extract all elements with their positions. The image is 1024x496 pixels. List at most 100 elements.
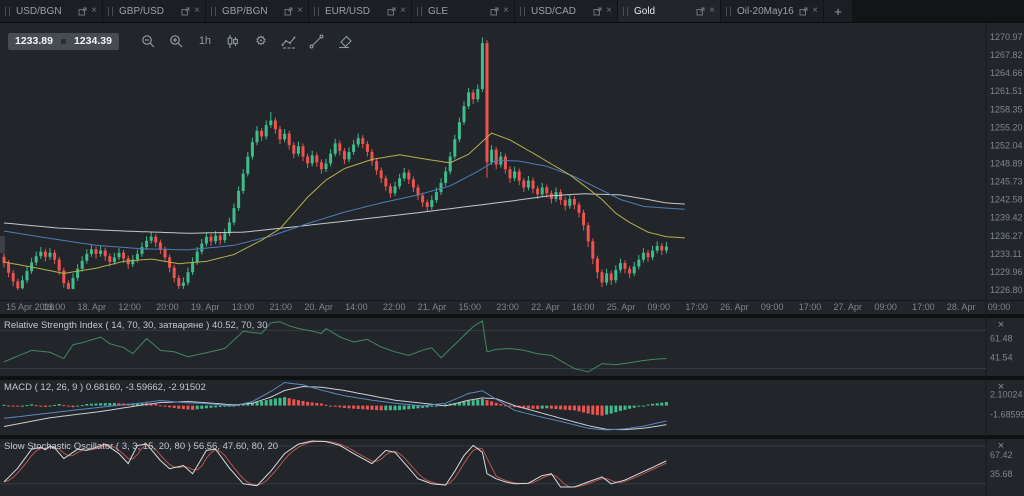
svg-text:26. Apr: 26. Apr bbox=[720, 302, 749, 312]
candlestick-series bbox=[2, 37, 668, 290]
stochastic-close-icon[interactable]: × bbox=[997, 440, 1005, 452]
tab-grip-icon bbox=[623, 6, 628, 16]
tab-usd-bgn[interactable]: USD/BGN × bbox=[0, 0, 103, 22]
close-tab-icon[interactable]: × bbox=[297, 5, 303, 16]
tab-grip-icon bbox=[5, 6, 10, 16]
svg-text:17:00: 17:00 bbox=[799, 302, 822, 312]
tab-grip-icon bbox=[520, 6, 525, 16]
panel-collapse-handle[interactable] bbox=[0, 236, 5, 253]
tab-gle[interactable]: GLE × bbox=[412, 0, 515, 22]
macd-close-icon[interactable]: × bbox=[997, 381, 1005, 393]
close-tab-icon[interactable]: × bbox=[91, 5, 97, 16]
svg-text:09:00: 09:00 bbox=[874, 302, 897, 312]
eraser-icon[interactable] bbox=[331, 31, 359, 51]
close-tab-icon[interactable]: × bbox=[709, 5, 715, 16]
popout-icon[interactable] bbox=[78, 7, 87, 16]
svg-text:1255.20: 1255.20 bbox=[990, 122, 1023, 132]
tab-grip-icon bbox=[314, 6, 319, 16]
chart-toolbar: 1233.89 1234.39 1h ⚙ bbox=[8, 31, 359, 51]
svg-text:22. Apr: 22. Apr bbox=[531, 302, 560, 312]
svg-text:20:00: 20:00 bbox=[156, 302, 179, 312]
svg-text:1270.97: 1270.97 bbox=[990, 32, 1023, 42]
zoom-in-icon[interactable] bbox=[163, 31, 191, 51]
tab-label: EUR/USD bbox=[325, 5, 371, 17]
close-tab-icon[interactable]: × bbox=[606, 5, 612, 16]
tab-bar: USD/BGN × GBP/USD × GBP/BGN × EUR/USD × GLE × USD/… bbox=[0, 0, 1024, 23]
timeframe-label: 1h bbox=[198, 35, 212, 47]
svg-text:67.42: 67.42 bbox=[990, 450, 1013, 460]
close-tab-icon[interactable]: × bbox=[194, 5, 200, 16]
svg-text:14:00: 14:00 bbox=[345, 302, 368, 312]
svg-text:16:00: 16:00 bbox=[572, 302, 595, 312]
tab-gbp-usd[interactable]: GBP/USD × bbox=[103, 0, 206, 22]
svg-text:61.48: 61.48 bbox=[990, 334, 1013, 344]
svg-text:27. Apr: 27. Apr bbox=[834, 302, 863, 312]
popout-icon[interactable] bbox=[387, 7, 396, 16]
svg-text:19. Apr: 19. Apr bbox=[191, 302, 220, 312]
svg-text:1264.66: 1264.66 bbox=[990, 68, 1023, 78]
timeframe-button[interactable]: 1h bbox=[191, 31, 219, 51]
popout-icon[interactable] bbox=[490, 7, 499, 16]
macd-panel: 2.10024 -1.68599 bbox=[2, 381, 1024, 431]
tab-label: GLE bbox=[428, 5, 449, 17]
svg-text:1236.27: 1236.27 bbox=[990, 231, 1023, 241]
tab-gold[interactable]: Gold × bbox=[618, 0, 721, 22]
popout-icon[interactable] bbox=[593, 7, 602, 16]
svg-text:28. Apr: 28. Apr bbox=[947, 302, 976, 312]
price-axis: 1270.97 1267.82 1264.66 1261.51 1258.35 1255.… bbox=[990, 32, 1023, 295]
indicators-icon[interactable] bbox=[275, 31, 303, 51]
rsi-close-icon[interactable]: × bbox=[997, 319, 1005, 331]
svg-text:1233.11: 1233.11 bbox=[990, 249, 1022, 259]
svg-text:18. Apr: 18. Apr bbox=[78, 302, 107, 312]
ma-fast-yellow-line bbox=[3, 132, 685, 274]
tab-grip-icon bbox=[726, 6, 731, 16]
svg-text:1239.42: 1239.42 bbox=[990, 213, 1023, 223]
tab-oil-20may16[interactable]: Oil-20May16 × bbox=[721, 0, 824, 22]
stochastic-d-line bbox=[3, 440, 667, 488]
svg-text:-1.68599: -1.68599 bbox=[990, 410, 1024, 420]
close-tab-icon[interactable]: × bbox=[812, 5, 818, 16]
svg-text:41.54: 41.54 bbox=[990, 353, 1013, 363]
svg-text:09:00: 09:00 bbox=[988, 302, 1011, 312]
tab-usd-cad[interactable]: USD/CAD × bbox=[515, 0, 618, 22]
popout-icon[interactable] bbox=[696, 7, 705, 16]
tab-label: Oil-20May16 bbox=[737, 5, 794, 17]
close-tab-icon[interactable]: × bbox=[503, 5, 509, 16]
zoom-out-icon[interactable] bbox=[135, 31, 163, 51]
add-tab-button[interactable]: + bbox=[824, 0, 853, 22]
svg-text:25. Apr: 25. Apr bbox=[607, 302, 636, 312]
tab-label: GBP/USD bbox=[119, 5, 165, 17]
panel-separators bbox=[0, 23, 1024, 496]
svg-text:21:00: 21:00 bbox=[270, 302, 293, 312]
tab-eur-usd[interactable]: EUR/USD × bbox=[309, 0, 412, 22]
svg-text:19:00: 19:00 bbox=[43, 302, 66, 312]
svg-text:15:00: 15:00 bbox=[459, 302, 482, 312]
svg-text:17:00: 17:00 bbox=[912, 302, 935, 312]
stochastic-panel: 67.42 35.68 bbox=[0, 440, 1013, 488]
settings-gear-icon[interactable]: ⚙ bbox=[255, 33, 267, 48]
stochastic-panel-title: Slow Stochastic Oscillator ( 3, 3, 15, 2… bbox=[4, 441, 279, 452]
rsi-panel: 61.48 41.54 bbox=[0, 320, 1013, 373]
bid-ask-quote[interactable]: 1233.89 1234.39 bbox=[8, 32, 119, 50]
popout-icon[interactable] bbox=[284, 7, 293, 16]
svg-text:22:00: 22:00 bbox=[383, 302, 406, 312]
chart-canvas[interactable]: 1270.97 1267.82 1264.66 1261.51 1258.35 1255.… bbox=[0, 23, 1024, 496]
rsi-line bbox=[3, 320, 667, 373]
tab-grip-icon bbox=[108, 6, 113, 16]
chart-type-icon[interactable] bbox=[219, 31, 247, 51]
tab-label: GBP/BGN bbox=[222, 5, 268, 17]
line-tool-icon[interactable] bbox=[303, 31, 331, 51]
svg-text:1252.04: 1252.04 bbox=[990, 140, 1023, 150]
svg-text:35.68: 35.68 bbox=[990, 469, 1013, 479]
svg-text:1245.73: 1245.73 bbox=[990, 177, 1023, 187]
tab-label: Gold bbox=[634, 5, 656, 17]
ma-mid-blue-line bbox=[3, 159, 685, 251]
popout-icon[interactable] bbox=[799, 7, 808, 16]
popout-icon[interactable] bbox=[181, 7, 190, 16]
tab-gbp-bgn[interactable]: GBP/BGN × bbox=[206, 0, 309, 22]
svg-text:1261.51: 1261.51 bbox=[990, 86, 1023, 96]
svg-text:21. Apr: 21. Apr bbox=[418, 302, 447, 312]
close-tab-icon[interactable]: × bbox=[400, 5, 406, 16]
